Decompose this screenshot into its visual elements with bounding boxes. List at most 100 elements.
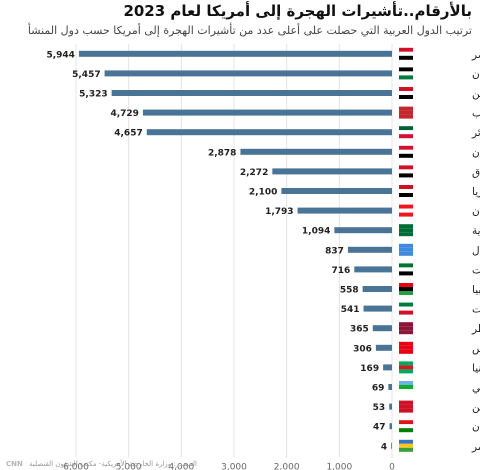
bar: [372, 325, 392, 332]
flag-icon: [399, 243, 413, 248]
bar: [354, 266, 392, 273]
x-tick-label: 3,000: [221, 463, 247, 470]
category-label: السعودية: [472, 225, 480, 237]
flag-icon: [399, 287, 413, 291]
category-label: تونس: [472, 343, 480, 355]
category-label: مصر: [471, 49, 480, 61]
flag-icon: [399, 443, 413, 448]
flag-icon: [399, 267, 413, 272]
flag-icon: [399, 291, 413, 295]
flag-icon: [399, 165, 413, 170]
logo: CNN: [6, 460, 23, 468]
flag-icon: [399, 212, 413, 217]
value-label: 558: [340, 286, 359, 296]
flag-icon: [399, 173, 413, 178]
value-label: 541: [341, 305, 360, 315]
flag-icon: [399, 134, 413, 139]
flag-icon: [399, 75, 413, 80]
flag-icon: [399, 224, 413, 229]
flag-icon: [399, 283, 413, 287]
category-label: سلطنة عمان: [472, 421, 480, 433]
value-label: 5,944: [46, 50, 74, 60]
flag-icon: [399, 169, 413, 174]
value-label: 53: [373, 403, 386, 413]
x-tick-label: 4,000: [168, 463, 194, 470]
flag-icon: [399, 369, 413, 374]
category-label: سوريا: [472, 186, 480, 198]
value-label: 4,729: [110, 109, 138, 119]
flag-icon: [399, 130, 413, 135]
category-label: جزر القمر: [471, 441, 480, 453]
bar: [383, 364, 392, 371]
category-label: ليبيا: [472, 284, 480, 296]
flag-icon: [399, 385, 413, 389]
flag-icon: [399, 95, 413, 99]
value-label: 716: [331, 266, 350, 276]
value-label: 1,793: [265, 207, 293, 217]
flag-icon: [399, 428, 413, 433]
bar: [347, 246, 392, 253]
flag-icon: [399, 71, 413, 76]
value-label: 169: [360, 364, 379, 374]
category-label: لبنان: [472, 206, 480, 218]
category-label: الإمارات: [472, 264, 480, 276]
flag-icon: [399, 87, 413, 91]
flag-icon: [399, 302, 413, 307]
x-tick-label: 1,000: [326, 463, 352, 470]
bar: [389, 423, 392, 430]
flag-icon: [399, 193, 413, 197]
value-label: 2,100: [249, 188, 277, 198]
flag-icon: [399, 389, 413, 393]
flag-icon: [399, 189, 413, 193]
flag-icon: [399, 55, 413, 60]
value-label: 69: [372, 384, 385, 394]
bar: [375, 344, 392, 351]
category-label: جيبوتي: [472, 382, 480, 394]
flag-icon: [399, 408, 413, 413]
flag-icon: [399, 420, 413, 425]
flag-icon: [399, 263, 413, 268]
flag-icon: [399, 110, 413, 115]
value-label: 365: [350, 325, 369, 335]
flag-icon: [399, 341, 413, 346]
value-label: 5,457: [72, 70, 100, 80]
flag-icon: [399, 232, 413, 237]
bar: [362, 286, 392, 292]
bar: [281, 188, 392, 194]
chart-title: بالأرقام..تأشيرات الهجرة إلى أمريكا لعام…: [123, 2, 472, 20]
bar: [334, 227, 392, 234]
flag-icon: [399, 439, 413, 444]
category-label: قطر: [471, 323, 480, 335]
flag-icon: [399, 185, 413, 189]
category-label: الجزائر: [471, 127, 480, 139]
flag-icon: [399, 67, 413, 72]
category-label: المغرب: [472, 108, 480, 120]
bar: [389, 403, 392, 410]
flag-icon: [399, 145, 413, 150]
value-label: 837: [325, 246, 344, 256]
bar: [272, 168, 392, 175]
value-label: 306: [353, 344, 372, 354]
flag-icon: [399, 447, 413, 452]
bar: [78, 50, 392, 57]
bar: [297, 207, 392, 214]
category-label: السودان: [472, 147, 480, 159]
value-label: 1,094: [302, 227, 330, 237]
flag-icon: [399, 47, 413, 52]
flag-icon: [399, 381, 413, 385]
x-tick-label: 5,000: [116, 463, 142, 470]
category-label: الكويت: [472, 304, 480, 316]
flag-icon: [399, 247, 413, 252]
flag-icon: [399, 349, 413, 354]
value-label: 4: [381, 442, 387, 452]
flag-icon: [399, 404, 413, 409]
bar: [391, 442, 392, 449]
flag-icon: [399, 153, 413, 158]
flag-icon: [399, 51, 413, 56]
category-label: موريتانيا: [472, 362, 480, 374]
value-label: 5,323: [79, 90, 107, 100]
flag-icon: [399, 204, 413, 209]
flag-icon: [399, 149, 413, 154]
value-label: 4,657: [114, 129, 142, 139]
